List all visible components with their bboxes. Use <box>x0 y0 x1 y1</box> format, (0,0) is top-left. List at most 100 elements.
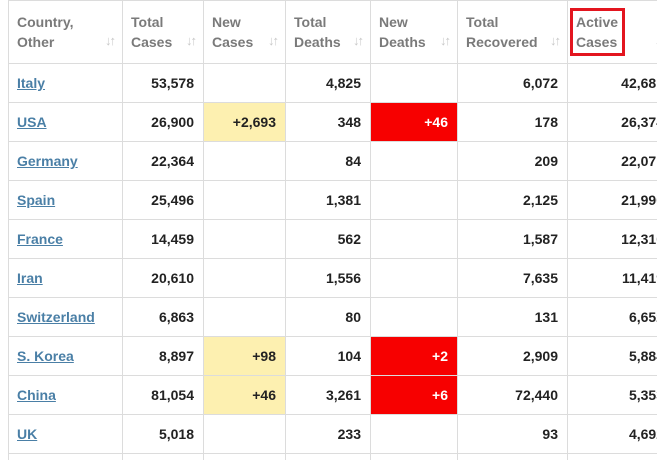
new-deaths-cell <box>370 258 458 298</box>
covid-stats-table: Country, Other ↓↑ Total Cases ↓↑ New Cases … <box>8 0 657 460</box>
total-deaths-cell: 348 <box>285 102 371 142</box>
header-label: Country, Other <box>17 14 74 50</box>
total-cases-cell: 22,364 <box>122 141 204 181</box>
sort-icon[interactable]: ↓↑ <box>353 33 364 48</box>
country-cell: Iran <box>8 258 123 298</box>
sort-icon[interactable]: ↓↑ <box>440 33 451 48</box>
sort-icon[interactable]: ↓↑ <box>550 33 561 48</box>
country-link[interactable]: USA <box>17 114 47 130</box>
new-deaths-cell <box>370 297 458 337</box>
active-cases-cell: 26,374 <box>567 102 657 142</box>
country-link[interactable]: Iran <box>17 270 43 286</box>
total-cases-cell: 5,018 <box>122 414 204 454</box>
new-cases-cell <box>203 63 286 103</box>
active-cases-cell: 12,310 <box>567 219 657 259</box>
total-deaths-cell: 233 <box>285 414 371 454</box>
header-country-other[interactable]: Country, Other ↓↑ <box>8 0 123 64</box>
total-recovered-cell: 6,072 <box>457 63 568 103</box>
country-cell: France <box>8 219 123 259</box>
country-link[interactable]: Switzerland <box>17 309 95 325</box>
country-link[interactable]: France <box>17 231 63 247</box>
total-recovered-cell: 2,909 <box>457 336 568 376</box>
empty-cell <box>567 453 657 460</box>
total-deaths-cell: 1,556 <box>285 258 371 298</box>
total-cases-cell: 26,900 <box>122 102 204 142</box>
new-cases-cell <box>203 141 286 181</box>
active-cases-cell: 4,692 <box>567 414 657 454</box>
country-link[interactable]: Italy <box>17 75 46 91</box>
country-link[interactable]: Spain <box>17 192 56 208</box>
empty-cell <box>122 453 204 460</box>
header-label: Active Cases <box>576 14 619 50</box>
total-deaths-cell: 562 <box>285 219 371 259</box>
country-cell: Spain <box>8 180 123 220</box>
total-deaths-cell: 104 <box>285 336 371 376</box>
active-cases-cell: 22,071 <box>567 141 657 181</box>
country-link[interactable]: Germany <box>17 153 78 169</box>
sort-descending-icon[interactable]: ↓≡ <box>655 31 657 51</box>
total-deaths-cell: 80 <box>285 297 371 337</box>
active-cases-cell: 21,990 <box>567 180 657 220</box>
empty-cell <box>8 453 123 460</box>
total-cases-cell: 8,897 <box>122 336 204 376</box>
sort-icon[interactable]: ↓↑ <box>105 33 116 48</box>
header-label: Total Cases <box>131 14 173 50</box>
total-cases-cell: 20,610 <box>122 258 204 298</box>
active-cases-cell: 5,353 <box>567 375 657 415</box>
empty-cell <box>285 453 371 460</box>
header-new-deaths[interactable]: New Deaths ↓↑ <box>370 0 458 64</box>
empty-cell <box>203 453 286 460</box>
total-deaths-cell: 84 <box>285 141 371 181</box>
total-deaths-cell: 1,381 <box>285 180 371 220</box>
new-deaths-cell <box>370 180 458 220</box>
total-recovered-cell: 7,635 <box>457 258 568 298</box>
new-deaths-cell <box>370 414 458 454</box>
new-cases-cell <box>203 258 286 298</box>
new-cases-cell <box>203 414 286 454</box>
country-cell: S. Korea <box>8 336 123 376</box>
total-recovered-cell: 72,440 <box>457 375 568 415</box>
country-link[interactable]: S. Korea <box>17 348 74 364</box>
country-link[interactable]: China <box>17 387 56 403</box>
new-deaths-cell <box>370 63 458 103</box>
country-cell: Switzerland <box>8 297 123 337</box>
new-deaths-cell <box>370 141 458 181</box>
header-total-cases[interactable]: Total Cases ↓↑ <box>122 0 204 64</box>
country-cell: UK <box>8 414 123 454</box>
total-recovered-cell: 2,125 <box>457 180 568 220</box>
country-cell: USA <box>8 102 123 142</box>
new-deaths-cell <box>370 219 458 259</box>
table-row-partial <box>8 453 657 460</box>
new-cases-cell <box>203 180 286 220</box>
empty-cell <box>457 453 568 460</box>
new-cases-cell: +2,693 <box>203 102 286 142</box>
new-deaths-cell: +2 <box>370 336 458 376</box>
total-cases-cell: 14,459 <box>122 219 204 259</box>
new-cases-cell: +46 <box>203 375 286 415</box>
new-cases-cell <box>203 219 286 259</box>
header-new-cases[interactable]: New Cases ↓↑ <box>203 0 286 64</box>
new-cases-cell <box>203 297 286 337</box>
header-label: Total Recovered <box>466 14 538 50</box>
country-cell: Germany <box>8 141 123 181</box>
header-total-deaths[interactable]: Total Deaths ↓↑ <box>285 0 371 64</box>
sort-icon[interactable]: ↓↑ <box>268 33 279 48</box>
country-link[interactable]: UK <box>17 426 38 442</box>
total-deaths-cell: 3,261 <box>285 375 371 415</box>
active-cases-cell: 5,884 <box>567 336 657 376</box>
total-recovered-cell: 131 <box>457 297 568 337</box>
sort-icon[interactable]: ↓↑ <box>186 33 197 48</box>
header-total-recovered[interactable]: Total Recovered ↓↑ <box>457 0 568 64</box>
total-recovered-cell: 1,587 <box>457 219 568 259</box>
active-cases-cell: 11,419 <box>567 258 657 298</box>
header-label: New Deaths <box>379 14 426 50</box>
total-cases-cell: 25,496 <box>122 180 204 220</box>
